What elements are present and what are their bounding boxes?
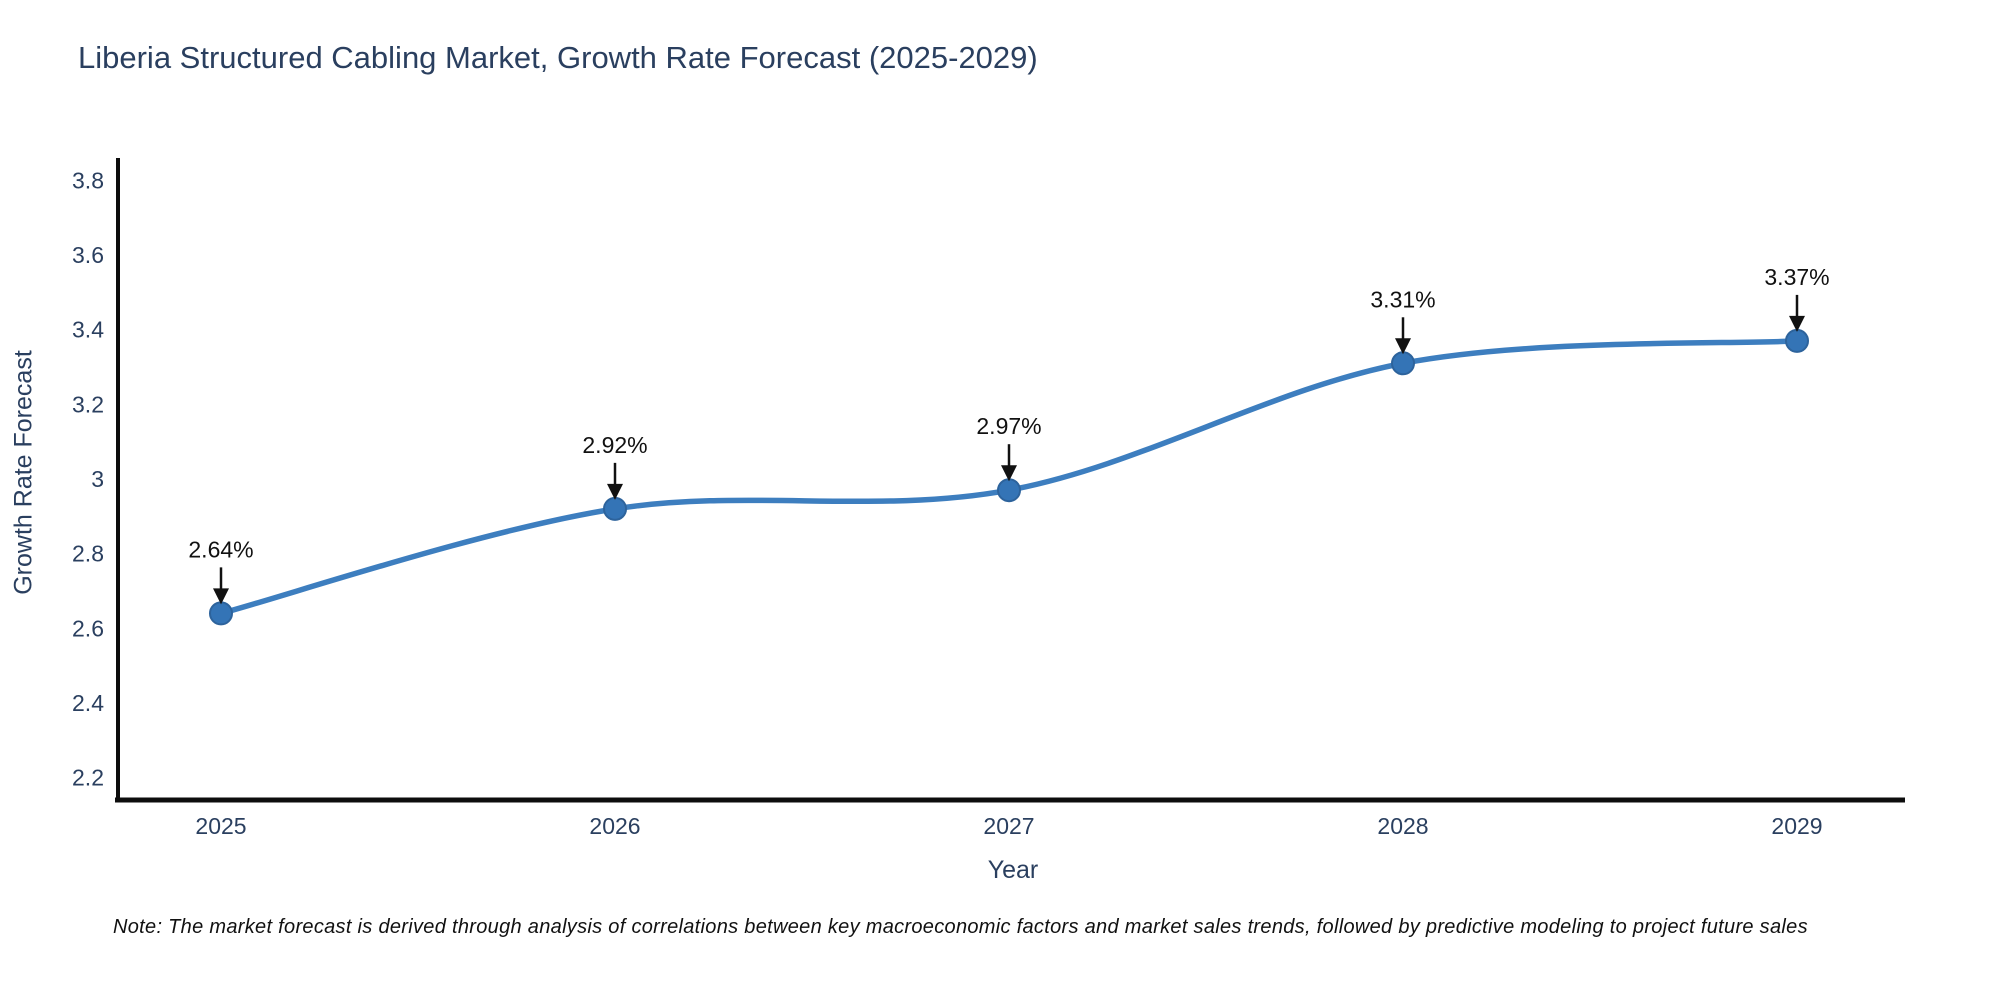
- y-axis-title: Growth Rate Forecast: [9, 350, 38, 595]
- data-point-marker: [997, 478, 1021, 503]
- data-point-marker: [603, 496, 627, 521]
- annotation-arrow-head: [1789, 315, 1805, 332]
- data-point-marker: [1785, 328, 1809, 353]
- y-tick-label: 2.6: [72, 615, 104, 641]
- y-tick-label: 2.4: [72, 690, 104, 716]
- x-axis-title: Year: [987, 856, 1039, 884]
- annotation-arrow-head: [607, 483, 623, 500]
- point-annotation-label: 2.64%: [188, 536, 253, 562]
- chart-footnote: Note: The market forecast is derived thr…: [113, 916, 1808, 938]
- annotation-arrow-head: [1395, 338, 1411, 355]
- y-tick-label: 3.8: [72, 167, 104, 193]
- chart-title: Liberia Structured Cabling Market, Growt…: [78, 40, 1038, 75]
- y-tick-label: 2.8: [72, 541, 104, 567]
- x-tick-label: 2029: [1771, 813, 1822, 839]
- point-annotation-label: 3.31%: [1370, 286, 1435, 312]
- y-tick-label: 3.2: [72, 391, 104, 417]
- x-tick-label: 2027: [983, 813, 1034, 839]
- y-tick-label: 3.4: [72, 317, 104, 343]
- point-annotation-label: 2.92%: [582, 432, 647, 458]
- annotation-arrow-head: [1001, 465, 1017, 482]
- x-tick-label: 2028: [1377, 813, 1428, 839]
- x-tick-label: 2026: [589, 813, 640, 839]
- point-annotation-label: 2.97%: [976, 413, 1041, 439]
- point-annotation-label: 3.37%: [1764, 264, 1829, 290]
- y-tick-label: 3: [91, 466, 104, 492]
- data-point-marker: [1391, 351, 1415, 376]
- y-tick-label: 2.2: [72, 765, 104, 791]
- x-tick-label: 2025: [195, 813, 246, 839]
- data-point-marker: [209, 601, 233, 626]
- y-tick-label: 3.6: [72, 242, 104, 268]
- annotation-arrow-head: [213, 588, 229, 605]
